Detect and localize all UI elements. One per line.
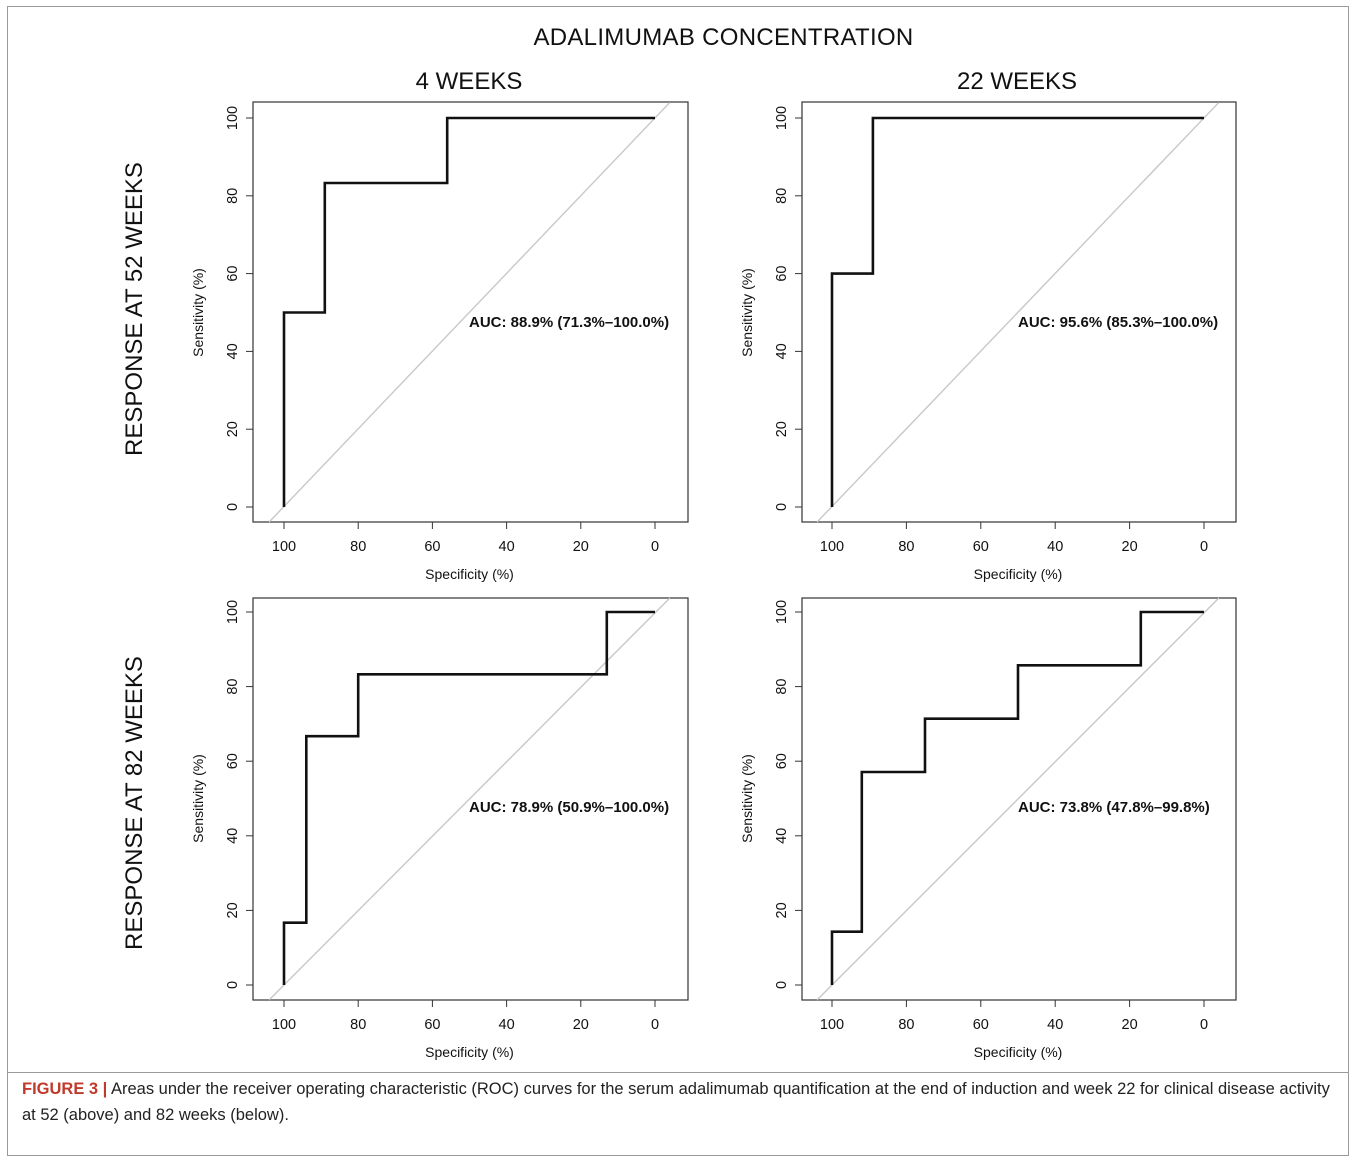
panel-2-y-tick-label: 80: [774, 188, 790, 204]
panel-2-x-tick-label: 0: [1200, 539, 1208, 555]
panel-4-plot-box: [801, 597, 1237, 1001]
panel-4-y-tick-label: 0: [774, 981, 790, 989]
panel-2-roc-curve: [830, 116, 1204, 507]
panel-4-roc-curve: [830, 610, 1204, 985]
panel-4-x-tick-label: 20: [1122, 1017, 1138, 1033]
panel-4-x-tick-label: 40: [1047, 1017, 1063, 1033]
column-title-4-weeks: 4 WEEKS: [415, 68, 523, 95]
panel-4-auc-annotation: AUC: 73.8% (47.8%–99.8%): [1018, 799, 1210, 816]
panel-4-x-tick-label: 100: [820, 1017, 844, 1033]
panel-3-x-axis-label: Specificity (%): [425, 1044, 514, 1060]
panel-1-y-tick-label: 80: [225, 188, 241, 204]
panel-1-x-tick-label: 100: [272, 539, 296, 555]
figure-main-title: ADALIMUMAB CONCENTRATION: [533, 24, 914, 51]
panel-4-y-tick-label: 20: [774, 902, 790, 918]
caption-label: FIGURE 3 |: [22, 1080, 108, 1098]
panel-3-plot-box: [252, 597, 689, 1001]
panel-4-y-axis-label: Sensitivity (%): [739, 754, 755, 843]
panel-2-x-tick-label: 100: [820, 539, 844, 555]
panel-1-y-tick-label: 0: [225, 503, 241, 511]
panel-3-x-tick-label: 20: [573, 1017, 589, 1033]
panel-2-x-axis-label: Specificity (%): [974, 566, 1063, 582]
panel-2-y-tick-label: 60: [774, 266, 790, 282]
panel-3-y-axis-label: Sensitivity (%): [190, 754, 206, 843]
panel-4-y-tick-label: 80: [774, 679, 790, 695]
panel-3-diagonal-reference-line: [268, 597, 671, 1001]
panel-3-y-tick-label: 40: [225, 828, 241, 844]
panel-1-x-tick-label: 60: [424, 539, 440, 555]
panel-2-y-tick-label: 40: [774, 343, 790, 359]
panel-4-x-tick-label: 0: [1200, 1017, 1208, 1033]
panel-1-x-tick-label: 80: [350, 539, 366, 555]
figure-caption: FIGURE 3 | Areas under the receiver oper…: [22, 1076, 1334, 1128]
panel-2-x-tick-label: 60: [973, 539, 989, 555]
panel-2-y-tick-label: 20: [774, 421, 790, 437]
panel-3-y-tick-label: 60: [225, 753, 241, 769]
panel-4-x-axis-label: Specificity (%): [974, 1044, 1063, 1060]
column-title-22-weeks: 22 WEEKS: [956, 68, 1078, 95]
caption-separator: [7, 1072, 1349, 1073]
panel-3-x-tick-label: 40: [499, 1017, 515, 1033]
panel-3-y-tick-label: 0: [225, 981, 241, 989]
panel-1-roc-curve: [282, 116, 655, 507]
panel-3-x-tick-label: 60: [424, 1017, 440, 1033]
panel-2-x-tick-label: 20: [1122, 539, 1138, 555]
panel-1-x-tick-label: 40: [499, 539, 515, 555]
panel-2-x-tick-label: 40: [1047, 539, 1063, 555]
panel-1-plot-box: [252, 101, 689, 523]
panel-3-y-tick-label: 20: [225, 902, 241, 918]
panel-4-y-tick-label: 40: [774, 828, 790, 844]
panel-4-diagonal-reference-line: [816, 597, 1220, 1001]
panel-2-y-tick-label: 100: [774, 106, 790, 130]
panel-1-y-axis-label: Sensitivity (%): [190, 268, 206, 357]
panel-1-auc-annotation: AUC: 88.9% (71.3%–100.0%): [469, 314, 669, 331]
panel-1-y-tick-label: 100: [225, 106, 241, 130]
panel-3-x-tick-label: 100: [272, 1017, 296, 1033]
panel-2-y-tick-label: 0: [774, 503, 790, 511]
panel-2-x-tick-label: 80: [898, 539, 914, 555]
panel-4-y-tick-label: 100: [774, 600, 790, 624]
panel-1-x-tick-label: 20: [573, 539, 589, 555]
panel-4-x-tick-label: 60: [973, 1017, 989, 1033]
figure-frame: [7, 6, 1349, 1156]
panel-3-y-tick-label: 100: [225, 600, 241, 624]
panel-2-diagonal-reference-line: [816, 101, 1220, 523]
panel-3-x-tick-label: 80: [350, 1017, 366, 1033]
caption-text: Areas under the receiver operating chara…: [22, 1080, 1330, 1124]
panel-3-y-tick-label: 80: [225, 679, 241, 695]
panel-2-plot-box: [801, 101, 1237, 523]
panel-3-x-tick-label: 0: [651, 1017, 659, 1033]
panel-4-y-tick-label: 60: [774, 753, 790, 769]
panel-2-y-axis-label: Sensitivity (%): [739, 268, 755, 357]
panel-1-y-tick-label: 40: [225, 343, 241, 359]
panel-1-x-tick-label: 0: [651, 539, 659, 555]
panel-1-x-axis-label: Specificity (%): [425, 566, 514, 582]
panel-3-roc-curve: [282, 610, 655, 985]
panel-1-diagonal-reference-line: [268, 101, 671, 523]
roc-plots-canvas: 100 80 60 40 20 0 0 20 40 60 80 100 Specificity (%) S…: [190, 101, 1237, 1060]
panel-1-y-tick-label: 60: [225, 266, 241, 282]
panel-2-auc-annotation: AUC: 95.6% (85.3%–100.0%): [1018, 314, 1218, 331]
panel-3-auc-annotation: AUC: 78.9% (50.9%–100.0%): [469, 799, 669, 816]
panel-1-y-tick-label: 20: [225, 421, 241, 437]
panel-4-x-tick-label: 80: [898, 1017, 914, 1033]
